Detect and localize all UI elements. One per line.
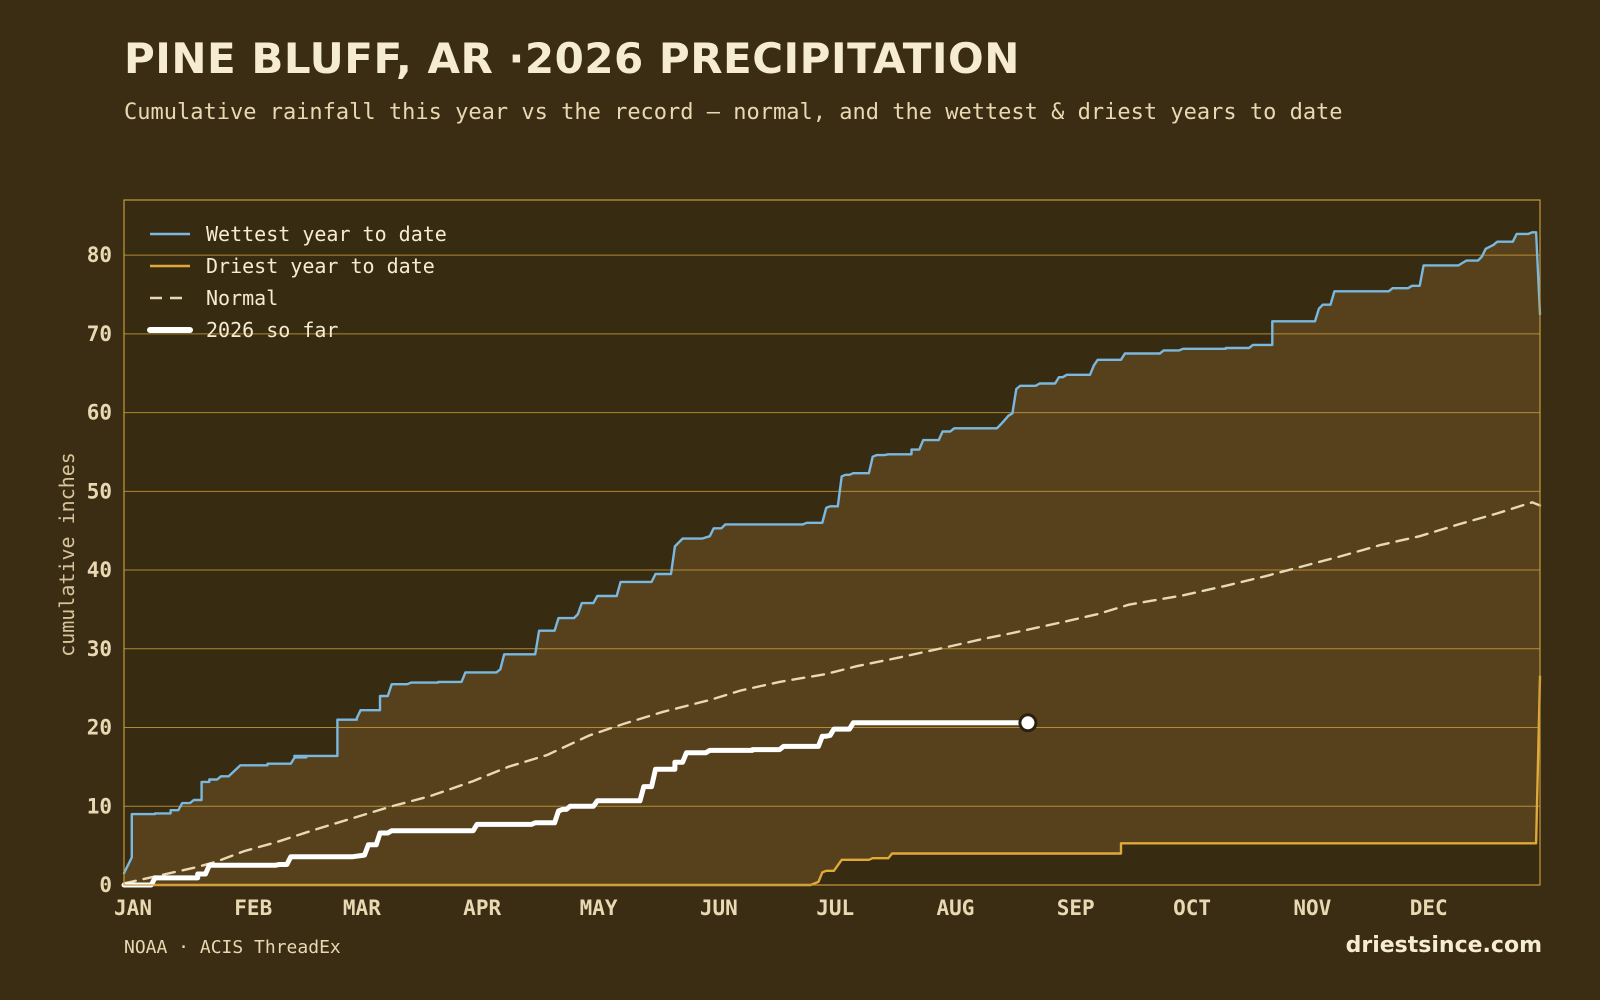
x-tick-label: FEB [234,896,272,920]
y-tick-label: 20 [87,716,112,740]
current-endpoint-marker [1018,713,1038,733]
x-tick-label: JUN [700,896,738,920]
chart-title: PINE BLUFF, AR ·2026 PRECIPITATION [124,34,1020,83]
y-tick-label: 30 [87,637,112,661]
current-year-line [121,720,1031,888]
grid-lines [124,254,1540,807]
site-link[interactable]: driestsince.com [1345,933,1542,958]
x-axis: JAN FEB MAR APR MAY JUN JUL AUG SEP OCT NOV DEC [114,896,1448,920]
legend-label: Wettest year to date [206,222,447,246]
x-tick-label: OCT [1173,896,1211,920]
y-tick-label: 60 [87,401,112,425]
y-tick-label: 80 [87,243,112,267]
y-tick-label: 50 [87,479,112,503]
y-tick-label: 40 [87,558,112,582]
x-tick-label: AUG [936,896,974,920]
x-tick-label: JAN [114,896,152,920]
chart-subtitle: Cumulative rainfall this year vs the rec… [124,100,1343,125]
x-tick-label: JUL [816,896,854,920]
legend-label: Normal [206,286,278,310]
y-axis: 0 10 20 30 40 50 60 70 80 [87,243,112,897]
x-tick-label: DEC [1410,896,1448,920]
x-tick-label: MAY [580,896,618,920]
driest-line [122,675,1542,887]
normal-line [122,501,1542,885]
legend-label: Driest year to date [206,254,435,278]
y-tick-label: 70 [87,322,112,346]
wettest-line [122,231,1542,875]
wettest-driest-band [124,232,1540,886]
y-tick-label: 10 [87,794,112,818]
legend: Wettest year to date Driest year to date N… [147,222,447,342]
data-source: NOAA · ACIS ThreadEx [124,937,341,958]
x-tick-label: NOV [1293,896,1331,920]
plot-frame [123,199,1541,886]
y-tick-label: 0 [99,873,112,897]
x-tick-label: MAR [343,896,381,920]
series-lines [121,231,1542,888]
x-tick-label: SEP [1057,896,1095,920]
x-tick-label: APR [463,896,501,920]
y-axis-label: cumulative inches [55,452,79,657]
legend-label: 2026 so far [206,318,338,342]
